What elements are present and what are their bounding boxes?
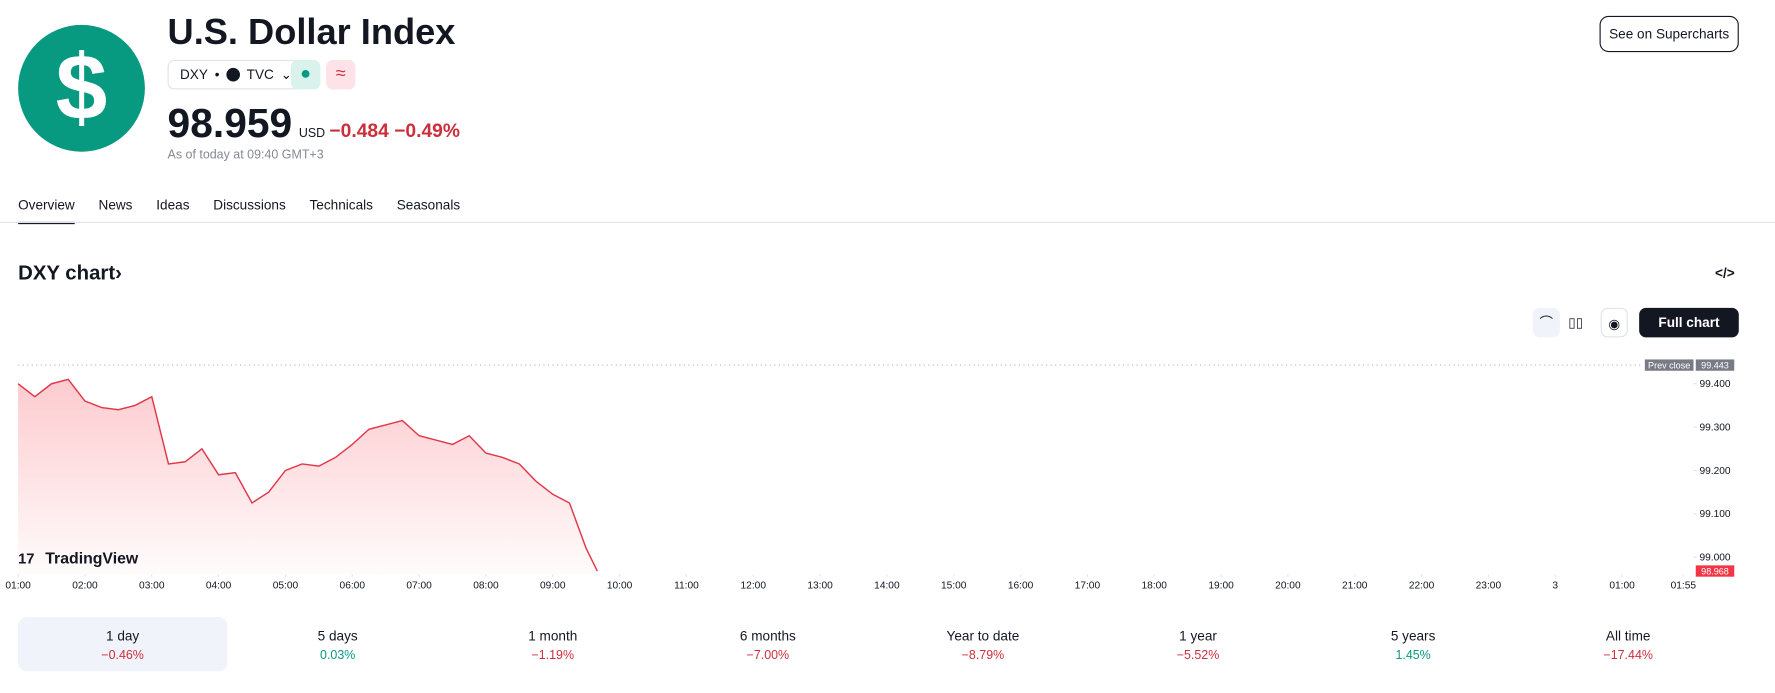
period-label: 1 year: [1179, 628, 1217, 645]
change-abs: −0.484: [329, 119, 389, 142]
y-tick-label: 99.200: [1699, 466, 1730, 477]
period-label: 1 month: [528, 628, 578, 645]
last-price-tag: [1695, 565, 1735, 577]
x-tick-label: 22:00: [1409, 581, 1435, 592]
period[interactable]: 1 year −5.52%: [1094, 617, 1303, 671]
period-change: 1.45%: [1395, 648, 1431, 663]
chart: 01:00 02:00 03:00 04:00 05:00 06:00 07:00 08:00…: [5, 359, 1735, 592]
x-tick-label: 06:00: [340, 581, 366, 592]
period[interactable]: 6 months −7.00%: [663, 617, 872, 671]
price-line: [17, 378, 598, 572]
period-label: 6 months: [739, 628, 796, 645]
x-tick-label: 01:55: [1671, 581, 1697, 592]
x-tick-label: 02:00: [72, 581, 98, 592]
change-pct: −0.49%: [394, 119, 461, 142]
tab[interactable]: Seasonals: [396, 196, 461, 213]
tab[interactable]: News: [98, 196, 133, 213]
full-chart-button[interactable]: Full chart: [1639, 307, 1739, 338]
logo: $: [18, 24, 145, 152]
period-label: 5 days: [317, 628, 358, 645]
snapshot-button[interactable]: ◉: [1600, 307, 1628, 338]
period-change: −8.79%: [961, 648, 1005, 663]
prev-close-tag: [1644, 359, 1694, 371]
period-change: −1.19%: [531, 648, 575, 663]
x-tick-label: 12:00: [741, 581, 767, 592]
symbol: DXY: [179, 66, 208, 83]
y-tick-label: 99.300: [1699, 422, 1730, 433]
y-tick-label: 99.400: [1699, 379, 1730, 390]
embed-icon[interactable]: </>: [1715, 264, 1735, 281]
section-title-text: DXY chart: [18, 261, 116, 285]
x-tick-label: 10:00: [607, 581, 633, 592]
watermark: TradingView: [45, 551, 139, 568]
x-tick-label: 3: [1552, 581, 1558, 592]
period-change: −0.46%: [101, 648, 144, 663]
period-change: −5.52%: [1176, 648, 1220, 663]
tab[interactable]: Discussions: [213, 196, 286, 213]
period-change: −17.44%: [1603, 648, 1653, 663]
period-label: 1 day: [105, 628, 140, 645]
x-tick-label: 09:00: [540, 581, 566, 592]
period-change: −7.00%: [746, 648, 790, 663]
period-change: 0.03%: [320, 648, 356, 663]
tab[interactable]: Technicals: [309, 196, 373, 213]
x-tick-label: 07:00: [406, 581, 432, 592]
x-tick-label: 16:00: [1008, 581, 1034, 592]
section-title[interactable]: DXY chart›: [18, 261, 122, 285]
y-tick-label: 99.100: [1699, 509, 1730, 520]
x-tick-label: 19:00: [1208, 581, 1234, 592]
tab[interactable]: Overview: [18, 197, 75, 225]
prev-close-label: Prev close: [1648, 360, 1690, 370]
market-open-icon[interactable]: ●: [290, 59, 321, 90]
as-of: As of today at 09:40 GMT+3: [167, 148, 324, 162]
x-tick-label: 17:00: [1075, 581, 1101, 592]
periods: 1 day −0.46% 5 days 0.03% 1 month −1.19% 6 mon…: [18, 616, 1739, 672]
period[interactable]: 5 days 0.03%: [233, 617, 442, 671]
symbol-pill[interactable]: DXY • TVC ⌄: [167, 59, 305, 90]
x-tick-label: 13:00: [807, 581, 833, 592]
divider: [0, 221, 1775, 224]
x-tick-label: 01:00: [1609, 581, 1635, 592]
x-tick-label: 03:00: [139, 581, 165, 592]
compare-icon[interactable]: ≈: [326, 59, 356, 90]
x-tick-label: 05:00: [273, 581, 299, 592]
watermark-icon: 17: [18, 552, 34, 568]
x-tick-label: 01:00: [5, 581, 31, 592]
prev-close-value-tag: [1695, 359, 1735, 371]
candle-style-button[interactable]: ▯▯: [1568, 314, 1584, 331]
x-tick-label: 08:00: [473, 581, 499, 592]
period-label: Year to date: [946, 628, 1020, 645]
x-tick-label: 11:00: [674, 581, 699, 592]
x-tick-label: 15:00: [941, 581, 967, 592]
tab[interactable]: Ideas: [156, 196, 190, 213]
x-tick-label: 18:00: [1142, 581, 1168, 592]
period[interactable]: 1 day −0.46%: [18, 616, 228, 672]
period[interactable]: Year to date −8.79%: [878, 617, 1087, 671]
price: 98.959: [167, 99, 293, 147]
title: U.S. Dollar Index: [167, 11, 456, 53]
last-price-label: 98.968: [1701, 566, 1729, 576]
x-tick-label: 23:00: [1476, 581, 1502, 592]
currency: USD: [298, 126, 326, 141]
period-label: 5 years: [1390, 628, 1436, 645]
x-tick-label: 21:00: [1342, 581, 1368, 592]
x-tick-label: 20:00: [1275, 581, 1301, 592]
period[interactable]: 5 years 1.45%: [1309, 617, 1518, 671]
period[interactable]: 1 month −1.19%: [448, 617, 657, 671]
x-tick-label: 14:00: [874, 581, 900, 592]
supercharts-button[interactable]: See on Supercharts: [1599, 15, 1739, 53]
area-style-button[interactable]: ⌒: [1532, 307, 1560, 338]
prev-close-value: 99.443: [1701, 360, 1729, 370]
tabs: Overview News Ideas Discussions Technicals Se…: [18, 196, 461, 225]
y-tick-label: 99.000: [1699, 553, 1730, 564]
x-tick-label: 04:00: [206, 581, 232, 592]
exchange: TVC: [246, 66, 274, 83]
period[interactable]: All time −17.44%: [1524, 617, 1733, 671]
change: −0.484 −0.49%: [329, 120, 460, 143]
period-label: All time: [1605, 628, 1651, 645]
area-fill: [18, 379, 598, 575]
